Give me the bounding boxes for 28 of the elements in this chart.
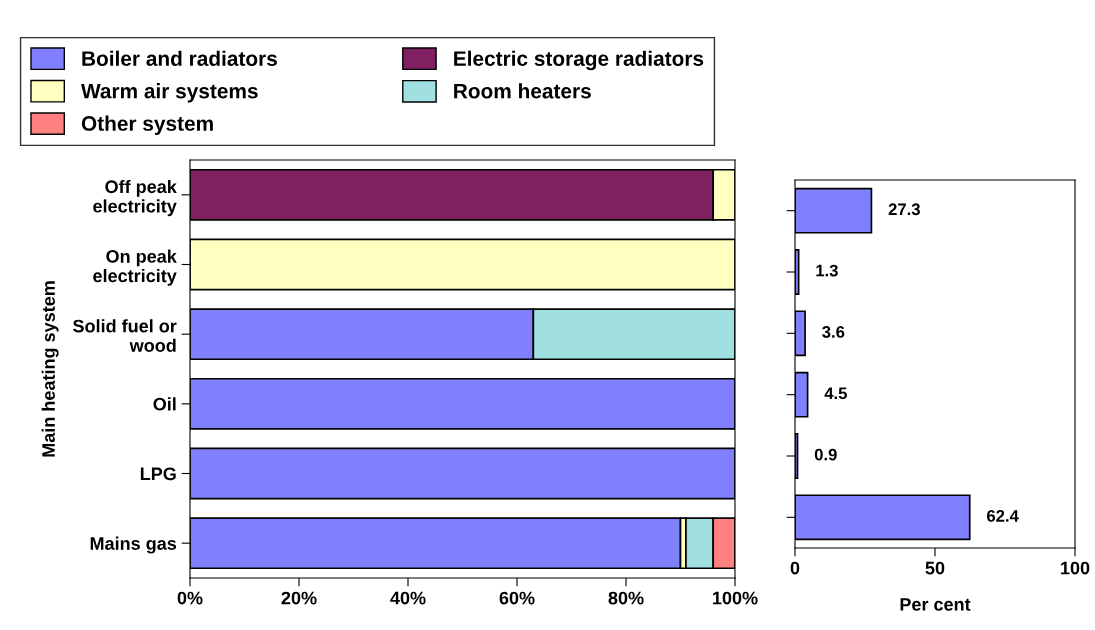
x-tick-label: 100%	[713, 591, 758, 605]
y-tick-label: LPG	[140, 467, 176, 481]
data-label: 0.9	[814, 448, 837, 461]
x-tick-label: 0	[790, 561, 800, 575]
y-tick-label: Oil	[153, 397, 176, 411]
legend-label: Electric storage radiators	[454, 50, 704, 71]
x-axis-title: Per cent	[900, 598, 971, 611]
data-label: 4.5	[824, 387, 847, 400]
legend-label: Room heaters	[454, 83, 591, 99]
y-tick-label: On peak electricity	[93, 249, 177, 286]
y-tick-label: Off peak electricity	[93, 179, 177, 217]
legend-label: Warm air systems	[81, 83, 258, 103]
x-tick-label: 20%	[281, 591, 317, 605]
legend-label: Other system	[81, 115, 213, 135]
x-tick-label: 40%	[390, 591, 426, 605]
x-tick-label: 0%	[177, 591, 203, 605]
x-tick-label: 60%	[499, 591, 535, 605]
x-tick-label: 50	[925, 561, 945, 575]
x-tick-label: 100	[1061, 561, 1090, 575]
data-label: 1.3	[816, 264, 838, 277]
y-tick-label: Solid fuel or wood	[73, 319, 177, 352]
y-axis-title: Main heating system	[41, 281, 59, 457]
y-tick-label: Mains gas	[90, 536, 177, 554]
data-label: 27.3	[888, 203, 920, 216]
legend-label: Boiler and radiators	[82, 50, 277, 66]
data-label: 62.4	[987, 510, 1019, 522]
data-label: 3.6	[822, 326, 845, 338]
x-tick-label: 80%	[608, 591, 644, 605]
